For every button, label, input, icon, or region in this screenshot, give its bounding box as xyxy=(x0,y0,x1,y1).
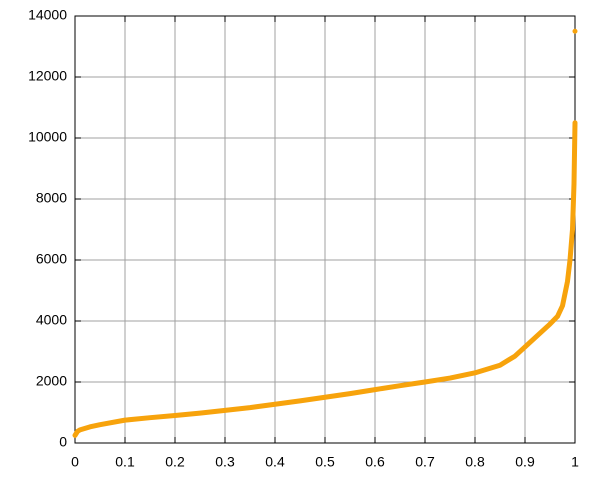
x-tick-label: 0.1 xyxy=(115,454,135,470)
x-tick-label: 0.9 xyxy=(515,454,535,470)
x-tick-label: 0.5 xyxy=(315,454,335,470)
x-tick-label: 0.2 xyxy=(165,454,185,470)
x-tick-label: 0.7 xyxy=(415,454,435,470)
y-tick-label: 10000 xyxy=(28,129,67,145)
x-tick-label: 1 xyxy=(571,454,579,470)
x-tick-label: 0.8 xyxy=(465,454,485,470)
y-tick-label: 12000 xyxy=(28,68,67,84)
y-tick-label: 6000 xyxy=(36,251,67,267)
x-tick-label: 0 xyxy=(71,454,79,470)
data-line xyxy=(72,28,578,438)
y-tick-label: 2000 xyxy=(36,373,67,389)
x-tick-label: 0.4 xyxy=(265,454,285,470)
y-tick-label: 0 xyxy=(59,434,67,450)
y-tick-label: 14000 xyxy=(28,7,67,23)
x-tick-label: 0.6 xyxy=(365,454,385,470)
x-tick-label: 0.3 xyxy=(215,454,235,470)
y-tick-label: 8000 xyxy=(36,190,67,206)
y-tick-label: 4000 xyxy=(36,312,67,328)
